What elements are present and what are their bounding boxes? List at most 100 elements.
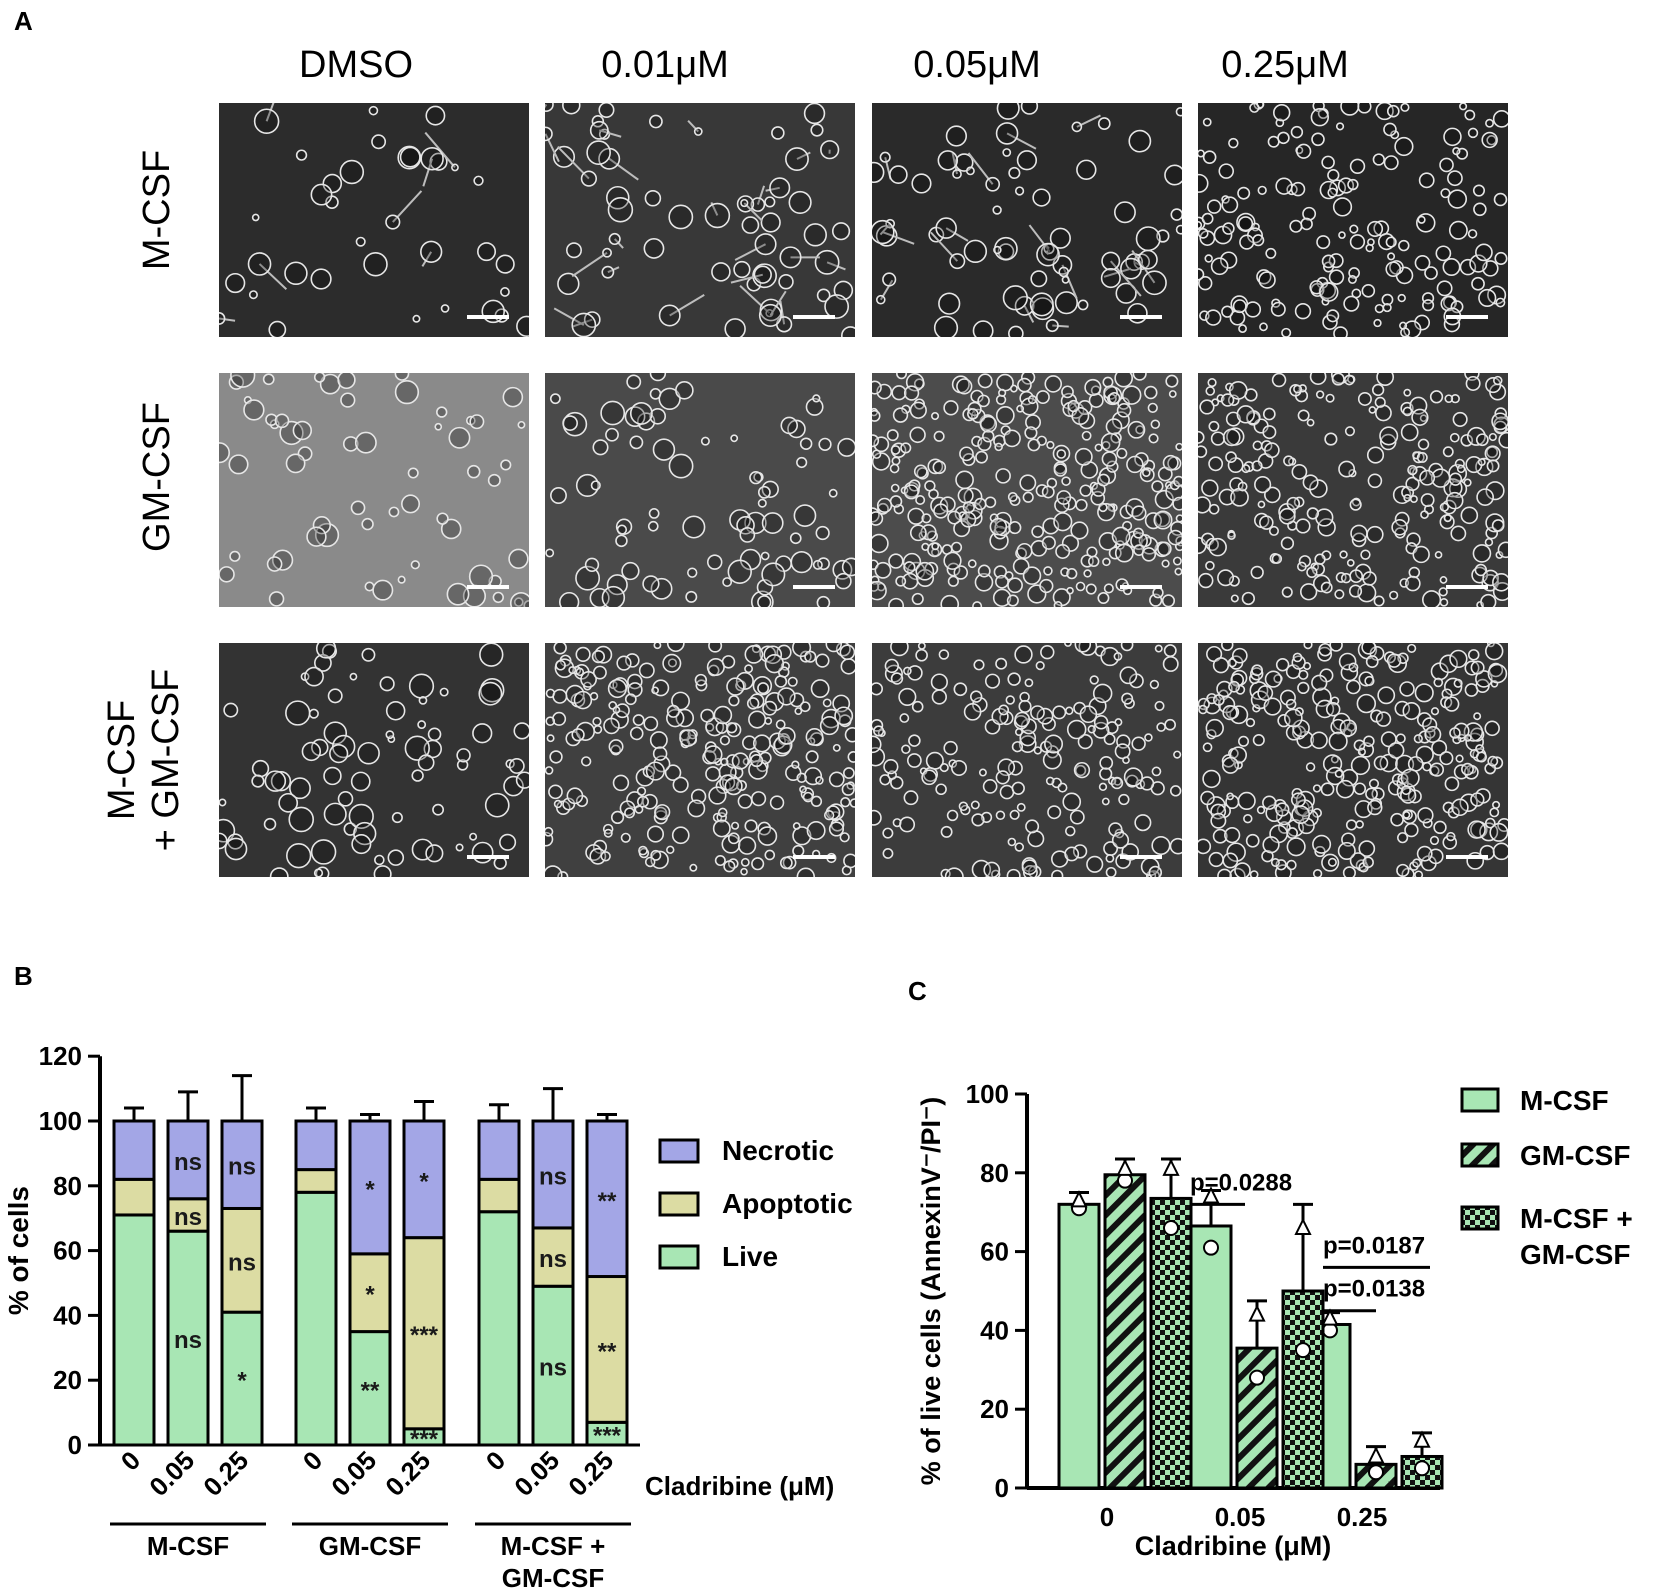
b-x-tick-label: 0.05 bbox=[508, 1445, 565, 1502]
micrograph-r1-c1 bbox=[219, 103, 529, 337]
panel-b-label: B bbox=[14, 961, 33, 991]
c-y-tick-label: 60 bbox=[980, 1237, 1009, 1267]
c-data-point bbox=[1162, 1158, 1180, 1176]
b-x-tick-label: 0.25 bbox=[197, 1445, 254, 1502]
b-bar-apoptotic bbox=[294, 1168, 338, 1194]
c-bar bbox=[1103, 1173, 1147, 1490]
b-bar-necrotic bbox=[348, 1119, 392, 1256]
c-bar bbox=[1057, 1202, 1101, 1490]
b-bar-live bbox=[112, 1213, 156, 1447]
c-bar bbox=[1235, 1346, 1279, 1490]
b-y-tick-label: 60 bbox=[53, 1236, 82, 1266]
b-significance-label: ** bbox=[598, 1188, 617, 1215]
b-bar-necrotic bbox=[402, 1119, 446, 1240]
column-label-dmso: DMSO bbox=[299, 44, 413, 86]
column-label-0-05um: 0.05μM bbox=[913, 44, 1041, 86]
c-legend-label: GM-CSF bbox=[1520, 1239, 1630, 1270]
micrograph-r2-c3 bbox=[872, 373, 1182, 607]
b-bar-apoptotic bbox=[348, 1252, 392, 1334]
b-significance-label: ns bbox=[174, 1204, 202, 1231]
b-significance-label: ns bbox=[228, 1249, 256, 1276]
c-p-value: p=0.0187 bbox=[1323, 1232, 1425, 1259]
c-data-point bbox=[1368, 1464, 1384, 1481]
c-y-tick-label: 80 bbox=[980, 1158, 1009, 1188]
b-significance-label: ** bbox=[598, 1338, 617, 1365]
c-legend-swatch bbox=[1460, 1205, 1500, 1231]
c-y-tick-label: 0 bbox=[995, 1473, 1009, 1503]
b-significance-label: * bbox=[419, 1168, 429, 1195]
b-x-tick-label: 0.05 bbox=[325, 1445, 382, 1502]
c-data-point bbox=[1367, 1446, 1385, 1464]
c-y-tick-label: 40 bbox=[980, 1315, 1009, 1345]
b-x-tick-label: 0 bbox=[115, 1445, 146, 1476]
b-bar-live bbox=[531, 1284, 575, 1447]
c-legend-label: M-CSF bbox=[1520, 1085, 1609, 1116]
b-group-label: GM-CSF bbox=[319, 1531, 422, 1561]
micrograph-r3-c4 bbox=[1198, 643, 1508, 877]
b-x-tick-label: 0 bbox=[480, 1445, 511, 1476]
b-y-tick-label: 0 bbox=[68, 1430, 82, 1460]
b-bar-apoptotic bbox=[220, 1206, 264, 1314]
c-data-point bbox=[1295, 1342, 1311, 1359]
micrograph-r3-c1 bbox=[219, 643, 529, 877]
c-bar bbox=[1149, 1196, 1193, 1490]
b-bar-necrotic bbox=[477, 1119, 521, 1181]
b-y-tick-label: 20 bbox=[53, 1365, 82, 1395]
c-p-value: p=0.0138 bbox=[1323, 1276, 1425, 1303]
c-data-point bbox=[1249, 1369, 1265, 1386]
panel-a-label: A bbox=[14, 6, 33, 36]
c-legend-swatch bbox=[1460, 1142, 1500, 1168]
b-significance-label: *** bbox=[593, 1423, 622, 1450]
c-data-point bbox=[1321, 1308, 1339, 1326]
micrograph-r2-c1 bbox=[219, 373, 529, 607]
b-y-tick-label: 80 bbox=[53, 1171, 82, 1201]
micrograph-r1-c2 bbox=[545, 103, 855, 337]
b-legend-label: Necrotic bbox=[722, 1135, 834, 1166]
b-y-axis-title: % of cells bbox=[3, 1186, 34, 1315]
b-significance-label: ns bbox=[228, 1154, 256, 1181]
b-x-tick-label: 0.25 bbox=[562, 1445, 619, 1502]
c-y-axis-title: % of live cells (AnnexinV⁻/PI⁻) bbox=[916, 1097, 946, 1486]
c-y-tick-label: 20 bbox=[980, 1394, 1009, 1424]
c-data-point bbox=[1414, 1460, 1430, 1477]
b-group-label: M-CSF + bbox=[501, 1531, 606, 1561]
micrograph-r3-c3 bbox=[872, 643, 1182, 877]
micrograph-r3-c2 bbox=[545, 643, 855, 877]
b-bar-apoptotic bbox=[477, 1177, 521, 1214]
b-significance-label: ** bbox=[361, 1377, 380, 1404]
c-data-point bbox=[1203, 1239, 1219, 1256]
b-bar-live bbox=[348, 1330, 392, 1447]
b-bar-apoptotic bbox=[402, 1236, 446, 1431]
b-significance-label: *** bbox=[410, 1322, 439, 1349]
c-data-point bbox=[1413, 1430, 1431, 1448]
b-significance-label: * bbox=[365, 1176, 375, 1203]
b-x-axis-title: Cladribine (μM) bbox=[645, 1471, 834, 1501]
b-group-label: M-CSF bbox=[147, 1531, 229, 1561]
c-data-point bbox=[1071, 1200, 1087, 1217]
b-group-label: GM-CSF bbox=[502, 1563, 605, 1593]
b-y-tick-label: 120 bbox=[39, 1041, 82, 1071]
c-bar bbox=[1354, 1462, 1398, 1490]
c-x-axis-title: Cladribine (μM) bbox=[1135, 1531, 1332, 1561]
c-data-point bbox=[1163, 1219, 1179, 1236]
b-bar-necrotic bbox=[294, 1119, 338, 1172]
b-bar-apoptotic bbox=[585, 1275, 629, 1424]
b-significance-label: ns bbox=[174, 1327, 202, 1354]
b-significance-label: ns bbox=[539, 1163, 567, 1190]
b-significance-label: ns bbox=[174, 1149, 202, 1176]
b-bar-live bbox=[294, 1190, 338, 1447]
c-data-point bbox=[1294, 1217, 1312, 1235]
b-bar-necrotic bbox=[112, 1119, 156, 1181]
c-x-tick-label: 0.25 bbox=[1337, 1502, 1388, 1532]
c-data-point bbox=[1116, 1158, 1134, 1176]
b-legend-swatch bbox=[658, 1191, 700, 1217]
c-bar bbox=[1189, 1224, 1233, 1490]
column-label-0-01um: 0.01μM bbox=[601, 44, 729, 86]
micrograph-r2-c2 bbox=[545, 373, 855, 607]
micrograph-r1-c4 bbox=[1198, 103, 1508, 337]
c-bar bbox=[1308, 1322, 1352, 1490]
micrograph-r2-c4 bbox=[1198, 373, 1508, 607]
c-p-value: p=0.0288 bbox=[1190, 1169, 1292, 1196]
b-bar-apoptotic bbox=[112, 1177, 156, 1217]
